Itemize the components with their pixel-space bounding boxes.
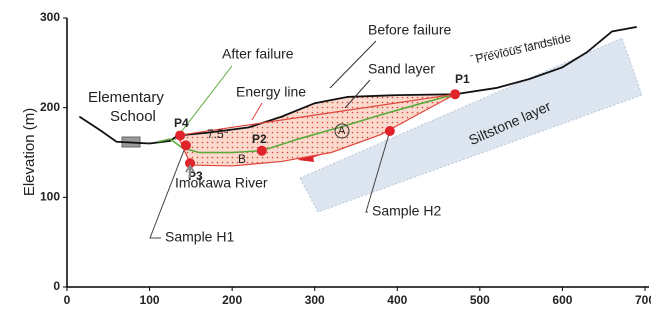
point-label: P4: [174, 116, 189, 130]
annotation: A: [338, 125, 346, 137]
y-tick-label: 0: [53, 279, 60, 293]
y-tick-label: 200: [40, 100, 60, 114]
sample-point: [385, 126, 395, 136]
annotation: Sand layer: [368, 61, 435, 77]
point-label: P1: [455, 72, 470, 86]
leader: [150, 145, 186, 238]
y-axis-label: Elevation (m): [21, 108, 38, 196]
x-tick-label: 500: [470, 293, 490, 307]
annotation: Imokawa River: [175, 175, 268, 191]
leader: [252, 103, 262, 120]
sample-label: Sample H2: [372, 203, 441, 219]
annotation: School: [110, 108, 156, 125]
annotation: B: [238, 152, 246, 166]
x-tick-label: 0: [64, 293, 71, 307]
series-label: After failure: [222, 46, 294, 62]
x-tick-label: 400: [387, 293, 407, 307]
x-tick-label: 100: [140, 293, 160, 307]
point: [450, 89, 460, 99]
x-tick-label: 300: [305, 293, 325, 307]
chart: Elevation (m) 0 100 200 300 400 500 600 700 0 100…: [0, 0, 651, 313]
series-label: Energy line: [236, 84, 306, 100]
x-tick-label: 700: [635, 293, 651, 307]
point: [175, 130, 185, 140]
series-label: Before failure: [368, 22, 451, 38]
annotation: 7.5°: [207, 127, 229, 141]
annotation: Elementary: [88, 89, 164, 106]
annotation: Previous landslide: [474, 30, 572, 66]
x-tick-label: 600: [552, 293, 572, 307]
point-label: P2: [252, 132, 267, 146]
sample-point: [181, 140, 191, 150]
x-tick-label: 200: [222, 293, 242, 307]
y-tick-label: 100: [40, 190, 60, 204]
sample-label: Sample H1: [165, 229, 234, 245]
y-tick-label: 300: [40, 10, 60, 24]
point: [257, 146, 267, 156]
